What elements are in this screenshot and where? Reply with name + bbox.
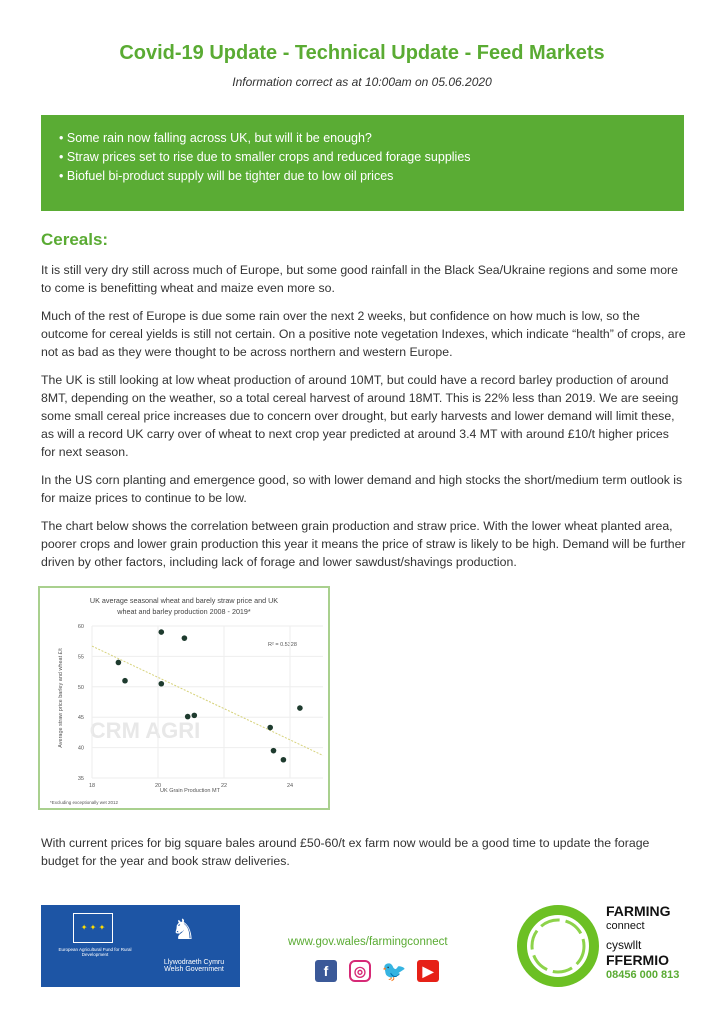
y-tick-label: 35 (78, 776, 84, 782)
y-axis-label: Average straw price barley and wheat £/t (58, 648, 64, 748)
y-tick-label: 50 (78, 685, 84, 691)
closing-paragraph: With current prices for big square bales… (41, 836, 650, 868)
y-tick-label: 45 (78, 715, 84, 721)
eu-text: European Agricultural Fund for Rural Dev… (58, 947, 132, 957)
eu-wg-logo: ✦ ✦ ✦ European Agricultural Fund for Rur… (41, 905, 240, 987)
farming-connect-logo-icon (517, 905, 599, 987)
paragraph: The UK is still looking at low wheat pro… (41, 373, 679, 459)
data-point (267, 724, 273, 731)
highlight-item: Straw prices set to rise due to smaller … (59, 150, 684, 164)
farming-connect-brand: FARMING connect cyswllt FFERMIO 08456 00… (606, 904, 679, 983)
data-point (158, 629, 165, 635)
phone-number: 08456 000 813 (606, 969, 680, 981)
social-links: f ◎ 🐦 ▶ (315, 960, 439, 983)
highlight-item: Biofuel bi-product supply will be tighte… (59, 169, 684, 183)
data-point (184, 713, 191, 720)
paragraph: In the US corn planting and emergence go… (41, 473, 683, 505)
data-point (280, 756, 287, 763)
section-body: It is still very dry still across much o… (41, 261, 686, 581)
highlights-box: Some rain now falling across UK, but wil… (41, 115, 684, 211)
data-point (181, 635, 188, 641)
data-point (115, 659, 122, 666)
chart: UK average seasonal wheat and barely str… (38, 586, 330, 810)
data-point (270, 747, 277, 754)
paragraph: It is still very dry still across much o… (41, 263, 678, 295)
x-axis-label: UK Grain Production MT (160, 788, 221, 794)
y-tick-label: 40 (78, 746, 84, 752)
section-heading: Cereals: (41, 230, 109, 249)
facebook-icon[interactable]: f (315, 960, 337, 982)
highlight-item: Some rain now falling across UK, but wil… (59, 131, 684, 145)
instagram-icon[interactable]: ◎ (349, 960, 371, 982)
brand-line: FARMING (606, 903, 671, 919)
brand-line: connect (606, 920, 645, 932)
paragraph: The chart below shows the correlation be… (41, 519, 686, 569)
watermark: CRM AGRI (90, 718, 200, 743)
eu-flag-icon: ✦ ✦ ✦ (73, 913, 113, 943)
trendline (91, 645, 324, 756)
r-squared: R² = 0.5328 (268, 642, 297, 648)
data-point (191, 712, 198, 719)
data-point (122, 677, 128, 684)
data-point (297, 705, 303, 711)
x-tick-label: 18 (89, 783, 95, 789)
dragon-icon: ♞ (171, 914, 197, 945)
brand-line: FFERMIO (606, 952, 669, 968)
data-point (158, 680, 165, 687)
page-subtitle: Information correct as at 10:00am on 05.… (232, 75, 492, 89)
page-title: Covid-19 Update - Technical Update - Fee… (119, 42, 605, 64)
twitter-icon[interactable]: 🐦 (381, 960, 407, 983)
chart-footnote: *Excluding exceptionally wet 2012 (50, 800, 119, 805)
chart-title-1: UK average seasonal wheat and barely str… (90, 596, 278, 605)
wg-text: Llywodraeth Cymru Welsh Government (163, 959, 225, 973)
youtube-icon[interactable]: ▶ (417, 960, 439, 982)
brand-line: cyswllt (606, 938, 642, 952)
paragraph: Much of the rest of Europe is due some r… (41, 309, 686, 359)
website-link[interactable]: www.gov.wales/farmingconnect (288, 936, 448, 948)
chart-title-2: wheat and barley production 2008 - 2019* (116, 607, 251, 616)
y-tick-label: 55 (78, 654, 84, 660)
x-tick-label: 22 (221, 783, 227, 789)
y-tick-label: 60 (78, 624, 84, 630)
x-tick-label: 20 (155, 783, 161, 789)
scatter-chart: UK average seasonal wheat and barely str… (50, 596, 324, 805)
x-tick-label: 24 (287, 783, 293, 789)
